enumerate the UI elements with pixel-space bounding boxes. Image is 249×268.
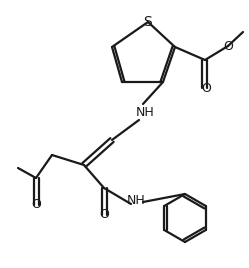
- Text: NH: NH: [136, 106, 154, 118]
- Text: NH: NH: [127, 195, 145, 207]
- Text: O: O: [223, 39, 233, 53]
- Text: O: O: [201, 81, 211, 95]
- Text: S: S: [144, 15, 152, 29]
- Text: O: O: [99, 209, 109, 221]
- Text: O: O: [31, 199, 41, 211]
